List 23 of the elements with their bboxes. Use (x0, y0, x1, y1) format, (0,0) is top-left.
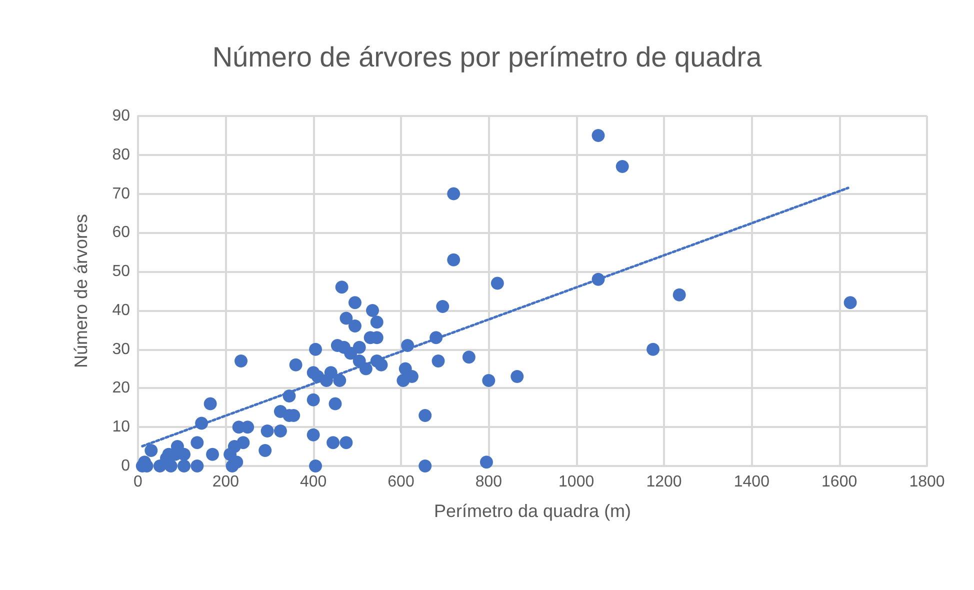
x-tick-label: 1000 (558, 474, 594, 490)
x-tick-label: 400 (300, 474, 327, 490)
x-tick-label: 800 (475, 474, 502, 490)
y-tick-label: 0 (121, 458, 130, 474)
x-tick-label: 0 (134, 474, 143, 490)
x-tick-label: 1200 (646, 474, 682, 490)
x-tick-label: 1400 (734, 474, 770, 490)
y-tick-label: 60 (112, 224, 130, 242)
x-tick-label: 600 (388, 474, 414, 490)
y-tick-label: 40 (112, 302, 130, 319)
y-tick-label: 10 (112, 418, 130, 436)
y-tick-label: 50 (112, 263, 130, 280)
x-tick-label: 1600 (822, 474, 858, 490)
chart-title: Número de árvores por perímetro de quadra (212, 42, 762, 72)
y-tick-label: 90 (112, 108, 130, 124)
x-tick-label: 200 (212, 474, 240, 490)
x-tick-label: 1800 (909, 474, 945, 490)
y-tick-label: 30 (112, 340, 130, 358)
y-tick-label: 80 (112, 146, 130, 164)
y-tick-label: 20 (112, 380, 130, 397)
y-tick-label: 70 (112, 185, 130, 202)
y-axis-title: Número de árvores (71, 214, 91, 368)
x-axis-title: Perímetro da quadra (m) (434, 501, 632, 521)
